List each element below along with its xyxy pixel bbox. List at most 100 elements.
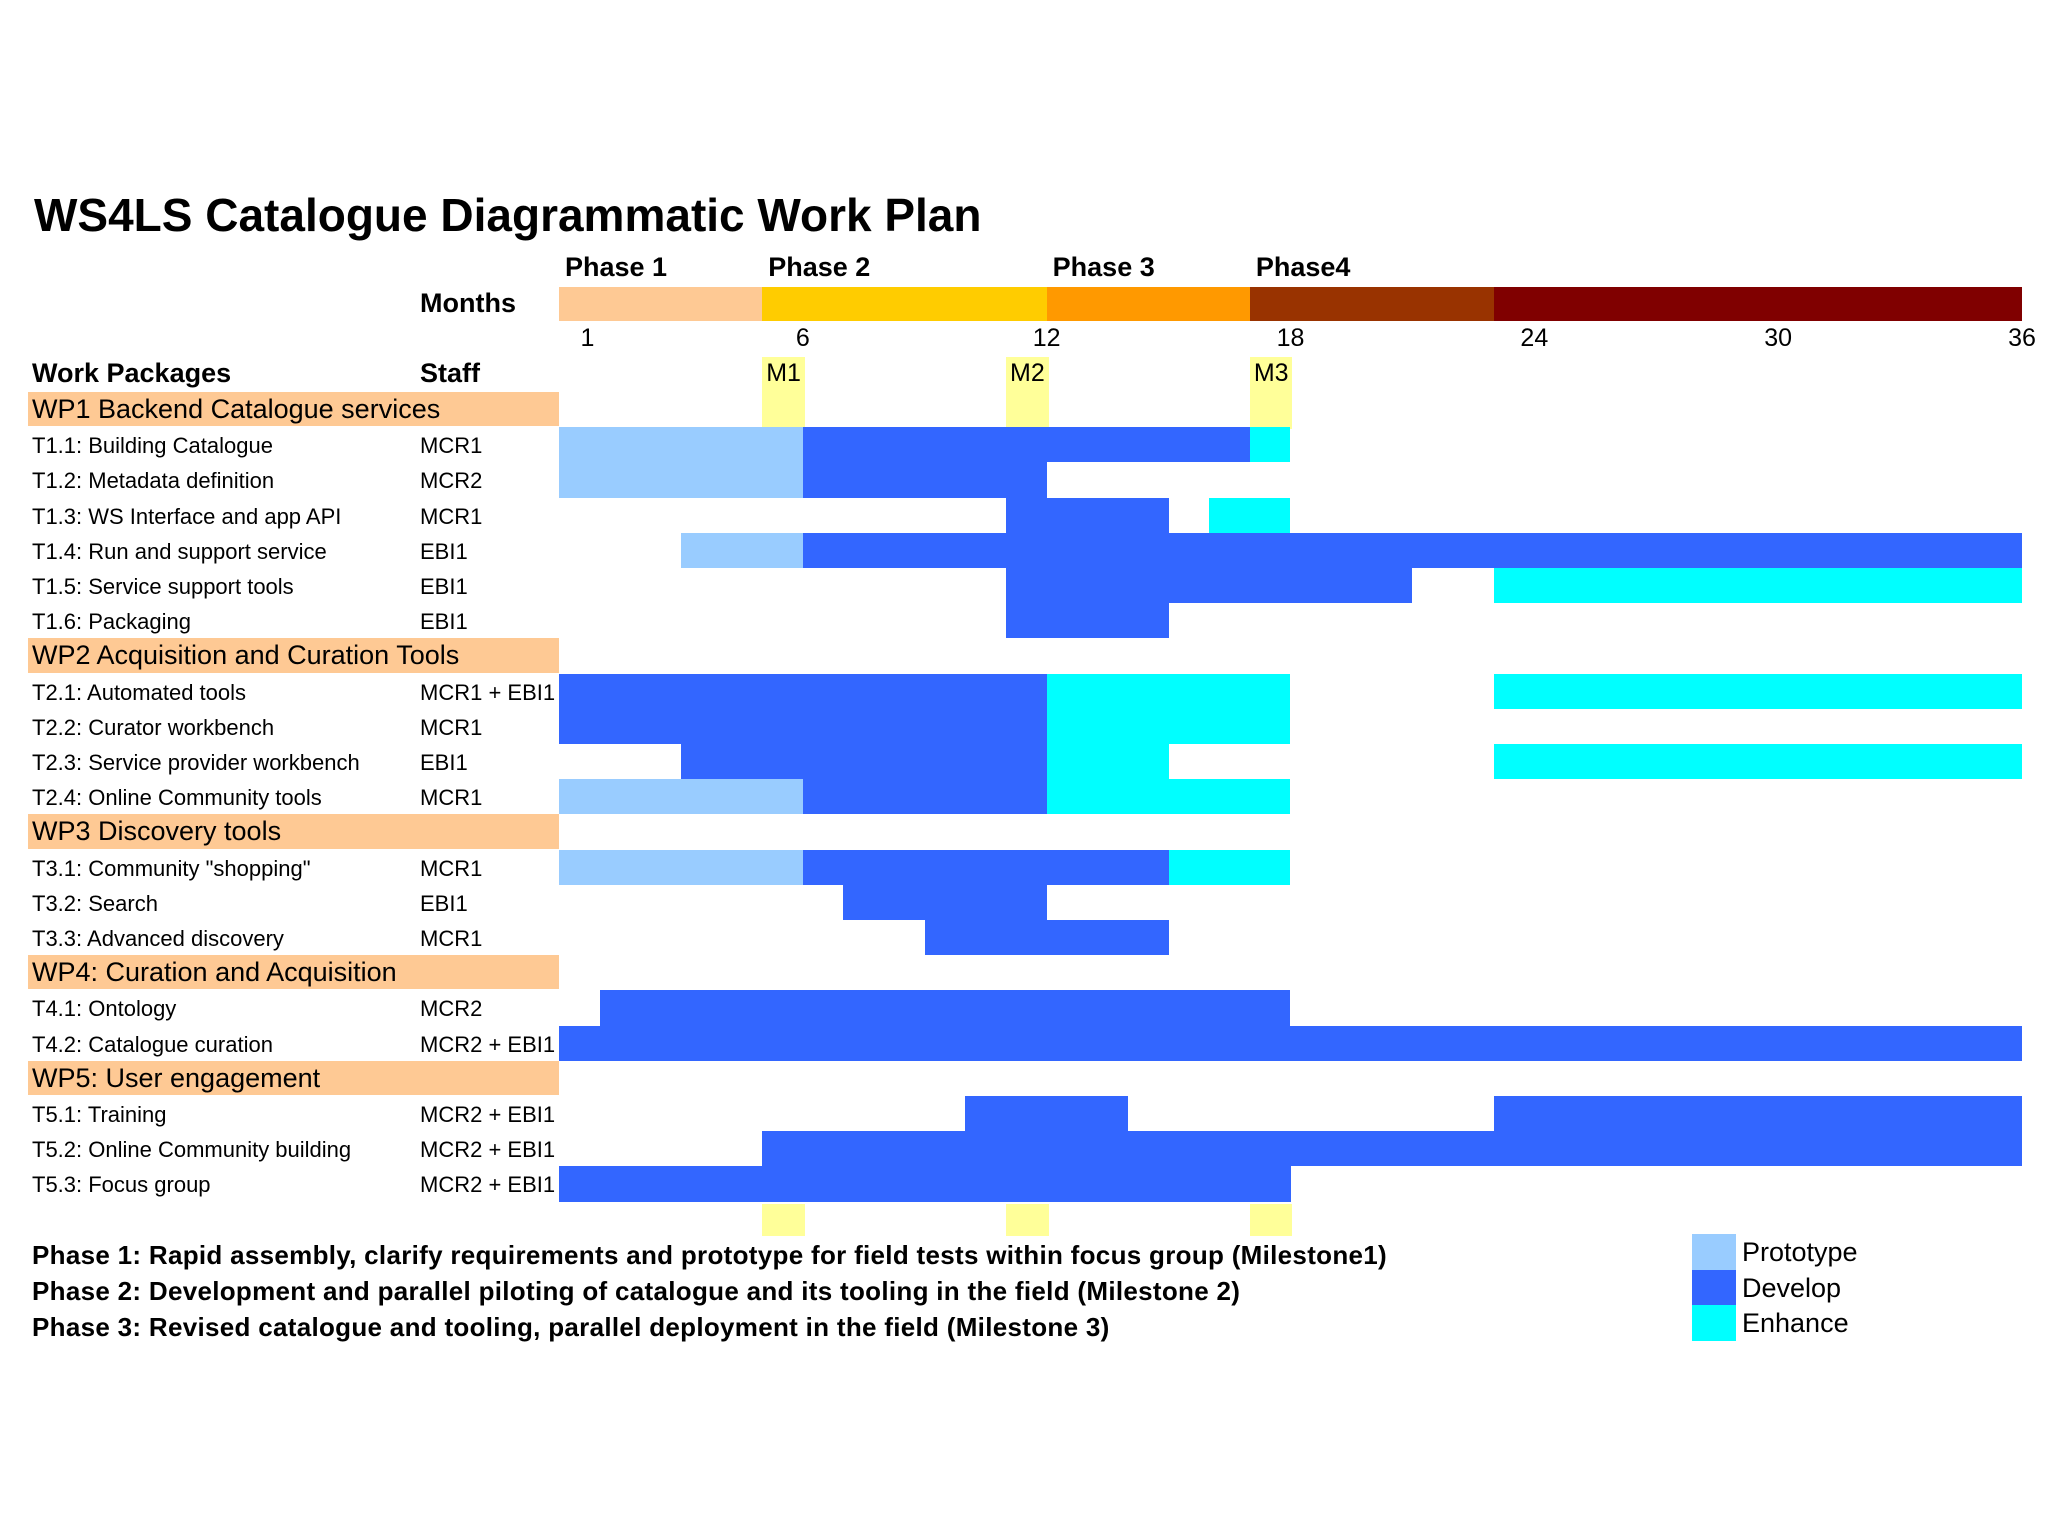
task-label: T5.3: Focus group [32,1172,211,1198]
phase-band [1046,287,1250,321]
month-tick-label: 36 [2008,324,2036,352]
task-label: T2.4: Online Community tools [32,785,322,811]
task-label: T3.3: Advanced discovery [32,926,284,951]
task-bar-prototype [559,427,803,463]
task-label: T1.4: Run and support service [32,538,327,564]
task-staff: MCR2 + EBI1 [420,1137,556,1163]
phase-band [559,287,763,321]
task-bar-develop [559,1025,2022,1061]
task-staff: MCR2 [420,996,483,1022]
task-staff: MCR1 [420,855,483,881]
task-bar-enhance [1168,849,1291,885]
task-bar-develop [1006,497,1169,533]
task-staff: MCR1 [420,433,483,459]
task-label: T5.2: Online Community building [32,1137,352,1163]
task-label: T4.1: Ontology [32,996,177,1022]
task-staff: MCR2 [420,468,483,494]
task-bar-prototype [559,462,803,498]
task-bar-develop [559,708,1047,744]
task-bar-enhance [1046,673,1291,709]
task-label: T3.2: Search [32,890,158,916]
task-bar-develop [843,884,1047,920]
milestone-marker [1249,1203,1293,1236]
task-bar-develop [1006,603,1169,639]
work-package-band [28,1060,559,1095]
task-label: T1.1: Building Catalogue [32,433,273,459]
task-bar-prototype [559,779,803,815]
task-label: T2.1: Automated tools [32,679,247,705]
month-tick-label: 24 [1520,324,1549,352]
task-bar-develop [802,427,1250,463]
phase-label: Phase4 [1255,252,1351,282]
task-staff: EBI1 [420,574,468,599]
task-bar-enhance [1249,427,1291,463]
task-bar-develop [802,779,1047,815]
legend-label-prototype: Prototype [1742,1237,1858,1267]
task-staff: EBI1 [420,538,468,564]
task-bar-enhance [1493,744,2022,780]
task-bar-enhance [1493,673,2022,709]
legend-swatch-develop [1692,1269,1736,1306]
phase-label: Phase 1 [565,252,668,282]
task-label: T4.2: Catalogue curation [32,1031,273,1057]
task-bar-develop [1006,568,1413,604]
task-bar-enhance [1046,744,1169,780]
task-label: T5.1: Training [32,1102,167,1127]
task-bar-develop [802,849,1169,885]
task-staff: EBI1 [420,750,468,775]
task-bar-develop [965,1096,1128,1132]
task-staff: MCR1 [420,785,483,811]
work-package-label: WP2 Acquisition and Curation Tools [32,640,460,671]
task-label: T1.5: Service support tools [32,574,294,599]
milestone-column [1249,357,1293,430]
task-staff: EBI1 [420,609,468,635]
month-tick-label: 12 [1032,324,1061,352]
phase-label: Phase 2 [768,252,871,282]
task-bar-develop [599,990,1291,1026]
milestone-marker [762,1203,805,1236]
month-tick-label: 30 [1764,324,1793,352]
task-bar-enhance [1493,568,2022,604]
task-staff: MCR1 [420,714,483,740]
legend-swatch-prototype [1692,1234,1736,1270]
milestone-column [1006,357,1049,430]
task-bar-enhance [1046,779,1291,815]
phase-note: Phase 2: Development and parallel piloti… [32,1276,1241,1306]
month-tick-label: 18 [1276,324,1305,352]
legend-label-develop: Develop [1742,1272,1842,1303]
work-package-label: WP4: Curation and Acquisition [32,957,397,988]
task-bar-develop [924,920,1169,956]
milestone-label: M3 [1253,359,1289,387]
legend-swatch-enhance [1692,1305,1736,1341]
chart-title: WS4LS Catalogue Diagrammatic Work Plan [34,189,982,241]
task-bar-develop [1493,1096,2022,1132]
phase-note: Phase 3: Revised catalogue and tooling, … [32,1312,1110,1342]
phase-band [762,287,1047,321]
task-label: T1.3: WS Interface and app API [32,503,342,529]
phase-band [1249,287,1494,321]
milestone-column [762,357,805,430]
month-tick-label: 1 [580,324,595,352]
work-package-band [28,638,559,673]
phase-band [1493,287,2022,321]
task-label: T2.3: Service provider workbench [32,750,360,775]
task-staff: MCR1 [420,503,483,529]
milestone-label: M1 [766,359,801,387]
task-staff: MCR1 + EBI1 [420,679,556,705]
task-label: T3.1: Community "shopping" [32,855,311,881]
work-package-label: WP3 Discovery tools [32,816,282,847]
task-staff: MCR2 + EBI1 [420,1031,556,1057]
task-bar-prototype [559,849,803,885]
task-bar-develop [802,462,1047,498]
staff-header: Staff [420,358,480,388]
month-tick-label: 6 [795,324,810,352]
task-bar-develop [762,1131,2022,1167]
work-packages-header: Work Packages [32,358,232,388]
task-staff: MCR2 + EBI1 [420,1172,556,1198]
phase-label: Phase 3 [1052,252,1155,282]
task-bar-enhance [1046,708,1291,744]
task-bar-develop [559,1166,1291,1202]
work-package-band [28,392,559,427]
task-bar-develop [680,744,1047,780]
task-label: T2.2: Curator workbench [32,714,275,740]
